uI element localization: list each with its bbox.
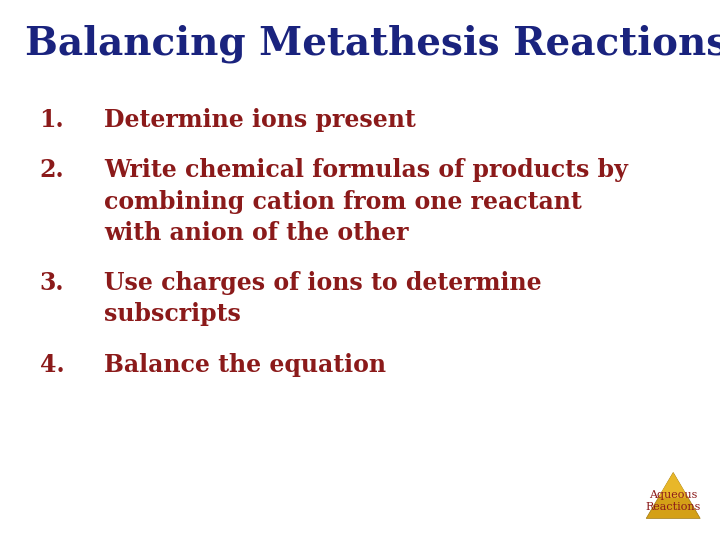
Text: with anion of the other: with anion of the other: [104, 221, 409, 245]
Text: 2.: 2.: [40, 158, 64, 182]
Text: 1.: 1.: [40, 108, 64, 132]
Text: Balance the equation: Balance the equation: [104, 353, 387, 376]
Text: Write chemical formulas of products by: Write chemical formulas of products by: [104, 158, 629, 182]
Text: Use charges of ions to determine: Use charges of ions to determine: [104, 271, 542, 295]
Polygon shape: [658, 472, 688, 498]
Text: 4.: 4.: [40, 353, 64, 376]
Text: 3.: 3.: [40, 271, 64, 295]
Text: subscripts: subscripts: [104, 302, 241, 326]
Polygon shape: [647, 472, 701, 518]
Text: combining cation from one reactant: combining cation from one reactant: [104, 190, 582, 213]
Text: Determine ions present: Determine ions present: [104, 108, 416, 132]
Text: Balancing Metathesis Reactions: Balancing Metathesis Reactions: [25, 24, 720, 63]
Text: Aqueous
Reactions: Aqueous Reactions: [646, 490, 701, 512]
